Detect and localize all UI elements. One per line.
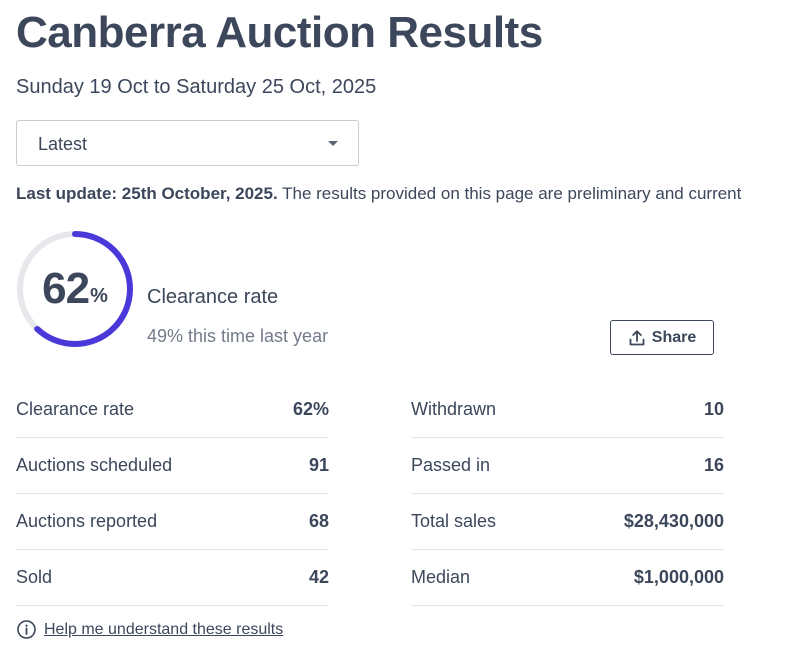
share-upload-icon [628,329,646,347]
gauge-value: 62 [42,264,90,313]
stat-row-auctions-scheduled: Auctions scheduled 91 [16,438,329,494]
gauge-progress [17,231,133,347]
clearance-rate-label: Clearance rate [147,286,279,308]
stat-label: Passed in [411,455,491,475]
stat-label: Sold [16,567,53,587]
stat-row-total-sales: Total sales $28,430,000 [411,494,724,550]
stat-row-sold: Sold 42 [16,550,329,606]
stat-row-passed-in: Passed in 16 [411,438,724,494]
date-range: Sunday 19 Oct to Saturday 25 Oct, 2025 [16,76,377,98]
stat-label: Total sales [411,511,497,531]
stats-table-right: Withdrawn 10 Passed in 16 Total sales $2… [411,382,724,606]
last-update-disclaimer: The results provided on this page are pr… [277,184,742,203]
clearance-rate-gauge: 62% [16,230,134,348]
stat-value: 10 [703,399,724,419]
page-title: Canberra Auction Results [16,8,543,57]
stat-value: 91 [308,455,329,475]
stat-row-median: Median $1,000,000 [411,550,724,606]
clearance-rate-last-year: 49% this time last year [147,326,329,346]
stat-label: Auctions reported [16,511,158,531]
stat-label: Withdrawn [411,399,497,419]
chevron-down-icon [328,141,338,146]
share-button-label: Share [651,328,697,346]
stat-value: 68 [308,511,329,531]
period-select[interactable]: Latest [16,120,359,166]
stat-value: 42 [308,567,329,587]
help-link-row[interactable]: Help me understand these results [16,619,283,640]
stat-value: 62% [292,399,329,419]
stat-label: Clearance rate [16,399,135,419]
stat-value: $1,000,000 [633,567,724,587]
period-select-value: Latest [38,134,88,154]
stat-label: Auctions scheduled [16,455,173,475]
stat-label: Median [411,567,471,587]
stats-table-left: Clearance rate 62% Auctions scheduled 91… [16,382,329,606]
stat-row-clearance-rate: Clearance rate 62% [16,382,329,438]
info-icon [16,619,37,640]
stat-value: $28,430,000 [623,511,724,531]
clearance-rate-ring [17,231,133,347]
stat-value: 16 [703,455,724,475]
help-understand-results-link[interactable]: Help me understand these results [44,620,284,638]
gauge-percent-sign: % [90,284,108,307]
stat-row-withdrawn: Withdrawn 10 [411,382,724,438]
stat-row-auctions-reported: Auctions reported 68 [16,494,329,550]
last-update-note: Last update: 25th October, 2025. The res… [16,184,799,204]
share-button[interactable]: Share [610,320,714,355]
gauge-readout: 62% [16,230,134,348]
last-update-date: Last update: 25th October, 2025. [16,184,278,203]
